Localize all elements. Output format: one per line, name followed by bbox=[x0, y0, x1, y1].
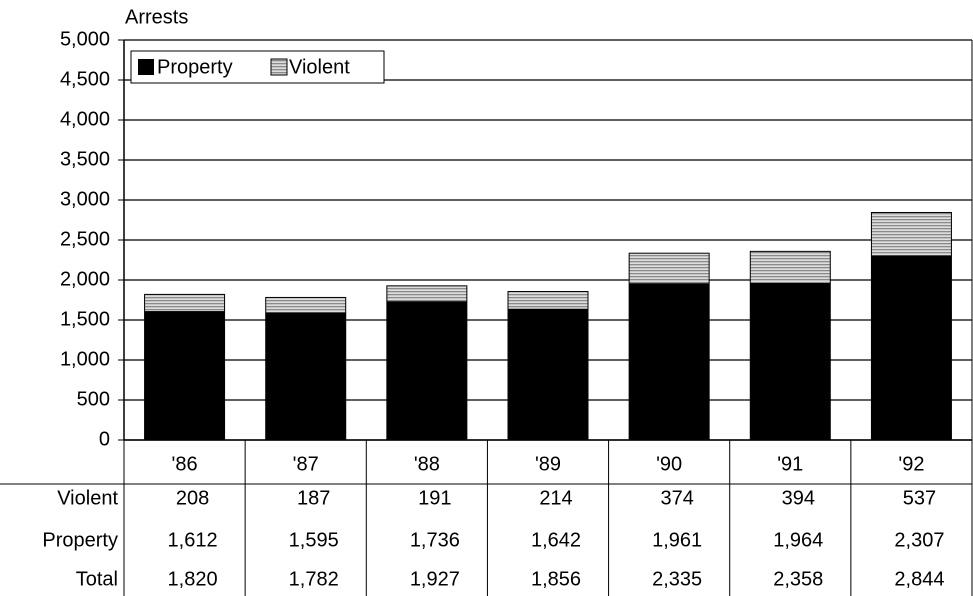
bar-outline bbox=[507, 291, 589, 441]
table-cell: 208 bbox=[176, 487, 209, 509]
bar-segment bbox=[265, 312, 346, 440]
bar-segment bbox=[508, 291, 588, 309]
x-tick-label: '86 bbox=[172, 453, 198, 475]
legend-swatch bbox=[138, 59, 154, 75]
table-cell: 1,595 bbox=[289, 529, 339, 551]
y-tick-label: 500 bbox=[77, 388, 110, 410]
y-tick-label: 2,000 bbox=[60, 268, 110, 290]
y-tick-label: 3,500 bbox=[60, 148, 110, 170]
table-cell: 2,307 bbox=[894, 529, 944, 551]
bar-segment bbox=[629, 283, 710, 440]
legend-label: Violent bbox=[289, 56, 350, 78]
table-cell: 394 bbox=[782, 487, 815, 509]
x-tick-label: '91 bbox=[777, 453, 803, 475]
x-tick-label: '88 bbox=[414, 453, 440, 475]
bar-outline bbox=[628, 252, 710, 441]
table-cell: 187 bbox=[297, 487, 330, 509]
table-cell: 1,642 bbox=[531, 529, 581, 551]
legend-label: Property bbox=[157, 56, 233, 78]
x-tick-label: '90 bbox=[656, 453, 682, 475]
x-tick-label: '87 bbox=[293, 453, 319, 475]
table-cell: 1,820 bbox=[168, 568, 218, 590]
legend-box bbox=[130, 50, 385, 84]
bar-segment bbox=[871, 255, 952, 440]
bar-segment bbox=[265, 297, 346, 313]
bar-segment bbox=[386, 301, 467, 440]
table-cell: 374 bbox=[660, 487, 693, 509]
table-cell: 1,612 bbox=[168, 529, 218, 551]
bar-outline bbox=[144, 293, 226, 441]
y-tick-label: 0 bbox=[99, 428, 110, 450]
bar-segment bbox=[144, 294, 225, 312]
bar-segment bbox=[144, 311, 225, 440]
y-tick-label: 5,000 bbox=[60, 28, 110, 50]
y-axis-title: Arrests bbox=[125, 6, 188, 28]
y-tick-label: 4,500 bbox=[60, 68, 110, 90]
legend-swatch bbox=[270, 58, 288, 76]
table-cell: 1,964 bbox=[773, 529, 823, 551]
table-row-label: Total bbox=[76, 568, 118, 590]
y-tick-label: 2,500 bbox=[60, 228, 110, 250]
y-tick-label: 1,500 bbox=[60, 308, 110, 330]
bar-outline bbox=[870, 211, 952, 441]
bar-segment bbox=[508, 308, 588, 440]
bar-segment bbox=[750, 251, 831, 283]
bar-segment bbox=[386, 285, 467, 302]
table-row-label: Property bbox=[42, 529, 118, 551]
y-tick-label: 3,000 bbox=[60, 188, 110, 210]
table-cell: 2,335 bbox=[652, 568, 702, 590]
table-cell: 537 bbox=[903, 487, 936, 509]
table-cell: 1,927 bbox=[410, 568, 460, 590]
table-cell: 2,844 bbox=[894, 568, 944, 590]
table-row-label: Violent bbox=[57, 487, 118, 509]
bar-outline bbox=[749, 250, 831, 441]
table-cell: 1,736 bbox=[410, 529, 460, 551]
table-cell: 1,856 bbox=[531, 568, 581, 590]
table-cell: 191 bbox=[418, 487, 451, 509]
x-tick-label: '92 bbox=[898, 453, 924, 475]
y-tick-label: 1,000 bbox=[60, 348, 110, 370]
y-tick-label: 4,000 bbox=[60, 108, 110, 130]
bar-segment bbox=[871, 212, 952, 256]
bar-outline bbox=[265, 296, 347, 441]
bar-outline bbox=[386, 285, 468, 441]
bar-segment bbox=[750, 282, 831, 440]
table-cell: 1,961 bbox=[652, 529, 702, 551]
x-tick-label: '89 bbox=[535, 453, 561, 475]
table-cell: 2,358 bbox=[773, 568, 823, 590]
table-cell: 214 bbox=[539, 487, 572, 509]
bar-segment bbox=[629, 253, 710, 284]
table-cell: 1,782 bbox=[289, 568, 339, 590]
